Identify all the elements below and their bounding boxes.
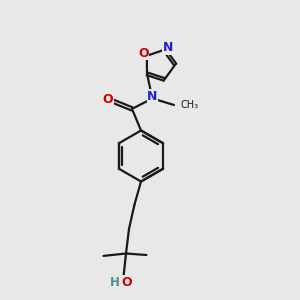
Text: O: O — [138, 47, 148, 60]
Text: CH₃: CH₃ — [181, 100, 199, 110]
Text: O: O — [103, 92, 113, 106]
Text: N: N — [147, 89, 158, 103]
Text: N: N — [163, 41, 173, 54]
Text: O: O — [121, 276, 132, 289]
Text: H: H — [110, 276, 120, 289]
